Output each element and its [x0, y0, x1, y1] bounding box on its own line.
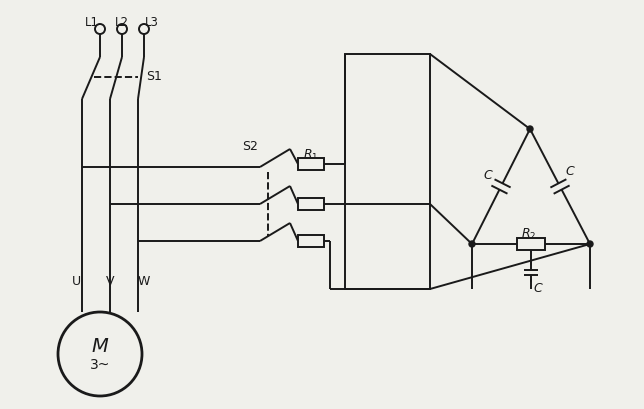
- Text: L3: L3: [145, 16, 159, 29]
- Circle shape: [527, 127, 533, 133]
- Bar: [345, 55, 430, 289]
- Bar: [298, 236, 324, 247]
- Bar: [298, 159, 324, 171]
- Text: $C$: $C$: [565, 165, 575, 178]
- Text: M: M: [91, 337, 108, 356]
- Text: L2: L2: [115, 16, 129, 29]
- Bar: [517, 238, 545, 250]
- Text: U: U: [71, 274, 80, 287]
- Text: S2: S2: [242, 139, 258, 153]
- Text: $R_1$: $R_1$: [303, 147, 319, 162]
- Bar: [298, 198, 324, 211]
- Text: $R_2$: $R_2$: [522, 226, 536, 241]
- Text: $C$: $C$: [482, 169, 493, 182]
- Text: L1: L1: [85, 16, 99, 29]
- Text: 3~: 3~: [90, 357, 110, 371]
- Circle shape: [469, 241, 475, 247]
- Text: V: V: [106, 274, 114, 287]
- Text: W: W: [138, 274, 150, 287]
- Circle shape: [587, 241, 593, 247]
- Text: S1: S1: [146, 70, 162, 82]
- Text: $C$: $C$: [533, 282, 544, 295]
